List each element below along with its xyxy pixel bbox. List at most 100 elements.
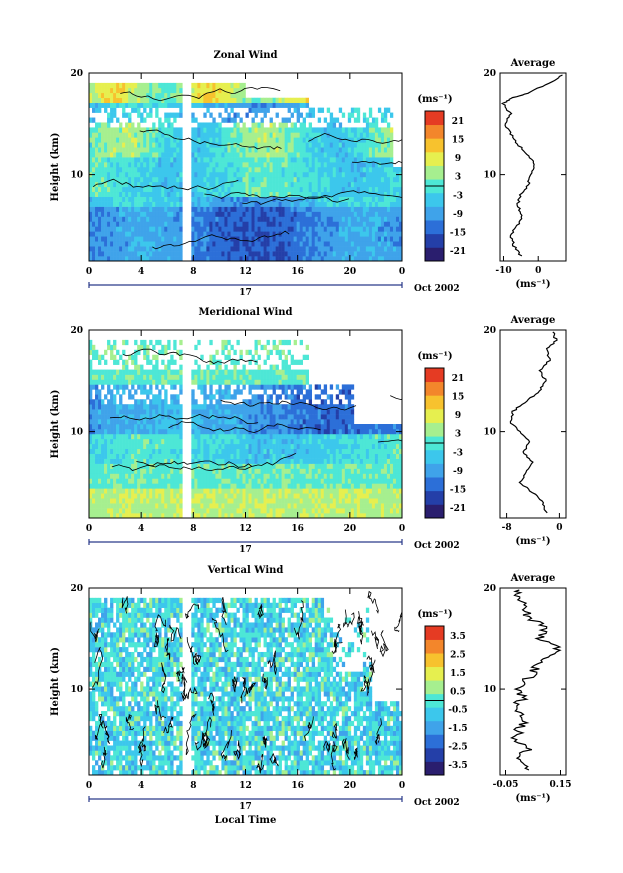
heatmap-cell xyxy=(179,201,183,207)
heatmap-cell xyxy=(104,102,108,108)
heatmap-cell xyxy=(392,503,397,509)
heatmap-cell xyxy=(368,236,373,242)
heatmap-cell xyxy=(392,498,397,504)
heatmap-cell xyxy=(191,498,195,504)
heatmap-cell xyxy=(134,448,138,454)
heatmap-cell xyxy=(374,246,379,252)
heatmap-cell xyxy=(113,112,117,118)
heatmap-cell xyxy=(206,82,210,89)
heatmap-cell xyxy=(239,82,243,89)
heatmap-cell xyxy=(152,82,156,89)
heatmap-cell xyxy=(131,127,135,133)
heatmap-cell xyxy=(353,171,358,178)
heatmap-cell xyxy=(299,443,303,450)
heatmap-cell xyxy=(395,443,400,450)
heatmap-cell xyxy=(284,127,288,133)
heatmap-cell xyxy=(290,171,294,178)
heatmap-cell xyxy=(119,226,123,232)
heatmap-cell xyxy=(332,453,337,459)
heatmap-cell xyxy=(110,503,114,509)
heatmap-cell xyxy=(245,221,249,227)
heatmap-cell xyxy=(242,433,246,440)
heatmap-cell xyxy=(173,468,177,474)
heatmap-cell xyxy=(209,211,213,217)
heatmap-cell xyxy=(365,122,370,128)
heatmap-cell xyxy=(371,196,376,202)
heatmap-cell xyxy=(389,468,394,474)
heatmap-cell xyxy=(110,152,114,158)
heatmap-cell xyxy=(212,186,216,193)
heatmap-cell xyxy=(206,508,210,514)
heatmap-cell xyxy=(311,508,316,514)
heatmap-cell xyxy=(167,181,171,188)
heatmap-cell xyxy=(191,127,195,133)
heatmap-cell xyxy=(95,167,99,173)
heatmap-cell xyxy=(290,463,294,469)
heatmap-cell xyxy=(95,453,99,459)
heatmap-cell xyxy=(212,167,216,173)
heatmap-cell xyxy=(356,147,361,153)
heatmap-cell xyxy=(161,176,165,183)
heatmap-cell xyxy=(128,171,132,178)
heatmap-cell xyxy=(296,206,300,212)
heatmap-cell xyxy=(104,463,108,469)
heatmap-cell xyxy=(236,473,240,479)
heatmap-cell xyxy=(128,176,132,183)
heatmap-cell xyxy=(206,246,210,252)
heatmap-cell xyxy=(161,191,165,197)
heatmap-cell xyxy=(89,498,93,504)
heatmap-cell xyxy=(107,157,111,163)
heatmap-cell xyxy=(152,102,156,108)
heatmap-cell xyxy=(173,92,177,99)
heatmap-cell xyxy=(296,196,300,202)
heatmap-cell xyxy=(296,102,300,108)
heatmap-cell xyxy=(272,493,276,499)
heatmap-cell xyxy=(89,236,93,242)
heatmap-cell xyxy=(170,226,174,232)
heatmap-cell xyxy=(167,508,171,514)
heatmap-cell xyxy=(281,458,285,464)
heatmap-cell xyxy=(281,478,285,484)
heatmap-cell xyxy=(128,117,132,123)
heatmap-cell xyxy=(194,463,198,469)
heatmap-cell xyxy=(389,211,394,217)
heatmap-cell xyxy=(341,241,346,247)
heatmap-cell xyxy=(278,127,282,133)
heatmap-cell xyxy=(389,256,394,261)
heatmap-cell xyxy=(209,206,213,212)
heatmap-cell xyxy=(113,236,117,242)
heatmap-cell xyxy=(233,503,237,509)
heatmap-cell xyxy=(248,478,252,484)
heatmap-cell xyxy=(131,256,135,261)
heatmap-cell xyxy=(209,483,213,489)
heatmap-cell xyxy=(347,127,352,133)
heatmap-cell xyxy=(113,211,117,217)
heatmap-cell xyxy=(152,196,156,202)
heatmap-cell xyxy=(275,181,279,188)
heatmap-cell xyxy=(161,241,165,247)
heatmap-cell xyxy=(233,236,237,242)
heatmap-cell xyxy=(143,438,147,445)
heatmap-cell xyxy=(119,196,123,202)
heatmap-cell xyxy=(221,221,225,227)
heatmap-cell xyxy=(359,181,364,188)
heatmap-cell xyxy=(158,448,162,454)
heatmap-cell xyxy=(92,226,96,232)
heatmap-cell xyxy=(302,97,306,103)
heatmap-cell xyxy=(146,171,150,178)
heatmap-cell xyxy=(305,157,309,163)
heatmap-cell xyxy=(239,513,243,518)
heatmap-cell xyxy=(146,473,150,479)
heatmap-cell xyxy=(170,122,174,128)
heatmap-cell xyxy=(308,483,313,489)
heatmap-cell xyxy=(173,167,177,173)
heatmap-cell xyxy=(215,503,219,509)
heatmap-cell xyxy=(239,246,243,252)
heatmap-cell xyxy=(218,137,222,143)
heatmap-cell xyxy=(236,493,240,499)
heatmap-cell xyxy=(161,246,165,252)
heatmap-cell xyxy=(236,132,240,138)
heatmap-cell xyxy=(191,102,195,108)
heatmap-cell xyxy=(236,443,240,450)
heatmap-cell xyxy=(245,157,249,163)
